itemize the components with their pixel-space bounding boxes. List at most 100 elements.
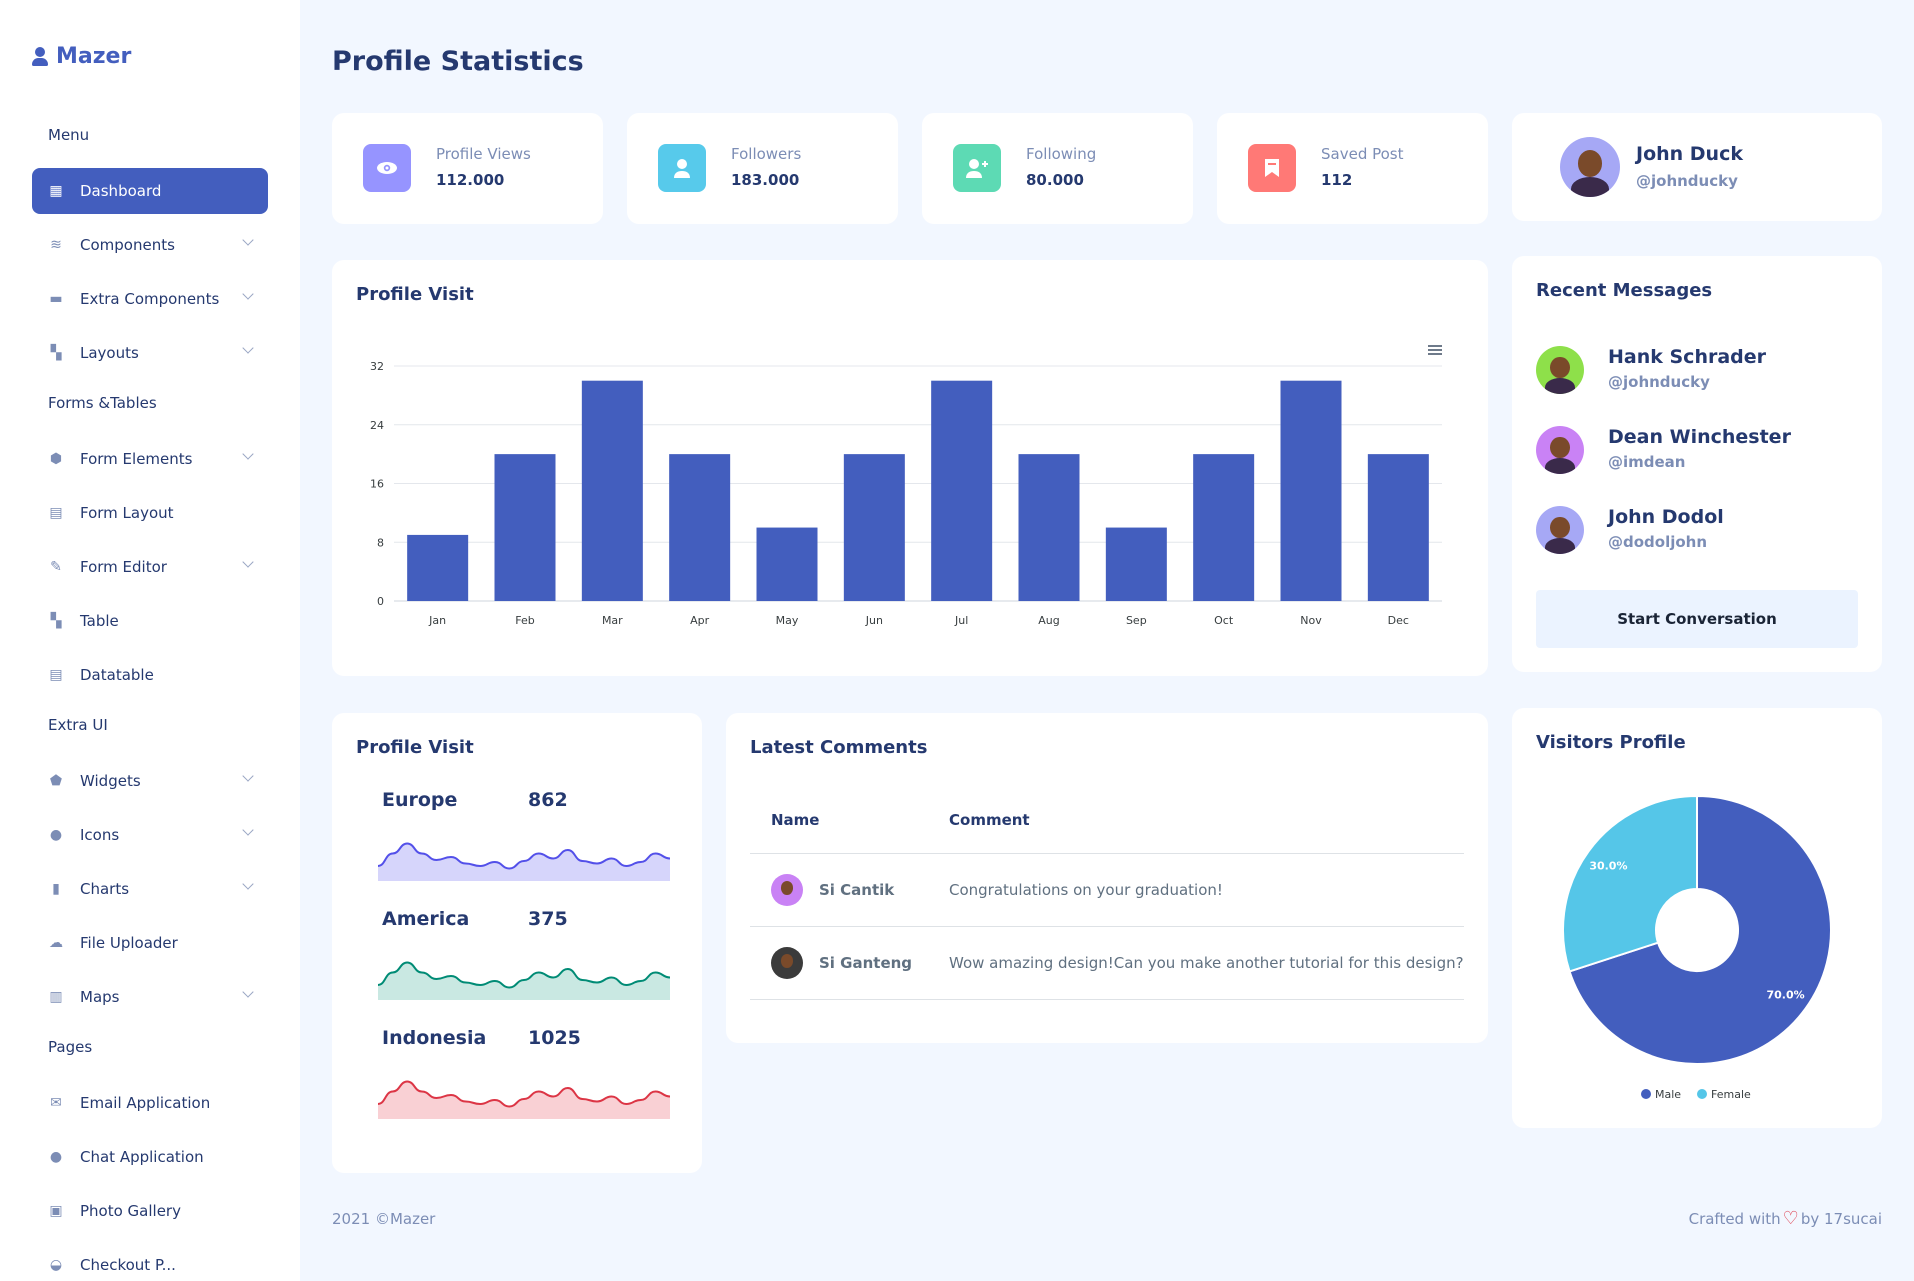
sidebar-item-checkout-p[interactable]: ◒ Checkout P...	[32, 1242, 268, 1281]
chevron-down-icon[interactable]	[242, 878, 254, 890]
list-item[interactable]: Hank Schrader @johnducky	[1512, 346, 1882, 410]
pie-slice-female[interactable]	[1562, 794, 1698, 973]
card-title: Visitors Profile	[1536, 732, 1686, 753]
bar[interactable]	[931, 380, 993, 601]
legend-label[interactable]: Male	[1655, 1088, 1681, 1101]
x-tick-label: Jan	[428, 614, 446, 627]
stat-value: 183.000	[731, 171, 800, 189]
sidebar-item-table[interactable]: ▚ Table	[32, 598, 268, 644]
chevron-down-icon[interactable]	[242, 824, 254, 836]
bar[interactable]	[1193, 454, 1255, 601]
sidebar-item-label: Charts	[80, 880, 130, 898]
bookmark-icon	[1248, 144, 1296, 192]
sidebar-section-title: Forms &Tables	[48, 394, 157, 412]
hamburger-middle-line	[1428, 349, 1442, 351]
sidebar-item-label: Widgets	[80, 772, 141, 790]
table-header-row: Name Comment	[750, 787, 1464, 854]
sidebar-item-widgets[interactable]: ⬟ Widgets	[32, 758, 268, 804]
sparkline-area	[378, 843, 670, 881]
sidebar-item-form-layout[interactable]: ▤ Form Layout	[32, 490, 268, 536]
x-tick-label: May	[776, 614, 799, 627]
card-title: Latest Comments	[750, 737, 928, 758]
sidebar-section-title: Extra UI	[48, 716, 108, 734]
sidebar-item-file-uploader[interactable]: ☁ File Uploader	[32, 920, 268, 966]
bar[interactable]	[494, 454, 556, 601]
sidebar-item-components[interactable]: ≋ Components	[32, 222, 268, 268]
pie-chart: 70.0% 30.0% Male Female	[1562, 794, 1832, 1101]
image-icon: ▣	[49, 1203, 63, 1219]
y-tick-label: 16	[370, 478, 384, 491]
sidebar-item-layouts[interactable]: ▚ Layouts	[32, 330, 268, 376]
sparkline-area	[378, 962, 670, 1000]
sidebar-item-label: Datatable	[80, 666, 154, 684]
chevron-down-icon[interactable]	[242, 770, 254, 782]
legend-marker	[1641, 1089, 1651, 1099]
bar[interactable]	[1018, 454, 1080, 601]
comment-author[interactable]: Si Ganteng	[771, 946, 928, 979]
bar[interactable]	[756, 527, 818, 601]
sidebar-item-charts[interactable]: ▮ Charts	[32, 866, 268, 912]
message-sender-handle: @johnducky	[1608, 373, 1710, 391]
sidebar-item-label: Email Application	[80, 1094, 211, 1112]
bar[interactable]	[407, 534, 469, 601]
sidebar: Mazer Menu ▦ Dashboard ≋ Components ▬ Ex…	[0, 0, 300, 1281]
table-icon: ▚	[50, 613, 62, 629]
sidebar-item-form-elements[interactable]: ⬢ Form Elements	[32, 436, 268, 482]
bar[interactable]	[843, 454, 905, 601]
profile-card: John Duck @johnducky	[1512, 113, 1882, 221]
brand-logo[interactable]: Mazer	[32, 44, 131, 69]
avatar-face	[780, 953, 794, 968]
egg-icon: ●	[49, 827, 63, 843]
sidebar-item-label: File Uploader	[80, 934, 178, 952]
bar-chart-icon: ▮	[52, 881, 60, 897]
chevron-down-icon[interactable]	[242, 556, 254, 568]
brand-name: Mazer	[56, 44, 132, 69]
chevron-down-icon[interactable]	[242, 288, 254, 300]
list-item[interactable]: John Dodol @dodoljohn	[1512, 506, 1882, 570]
message-sender-handle: @dodoljohn	[1608, 533, 1708, 551]
sidebar-item-form-editor[interactable]: ✎ Form Editor	[32, 544, 268, 590]
y-tick-label: 8	[377, 536, 384, 549]
file-text-icon: ▤	[49, 505, 63, 521]
stack-icon: ≋	[50, 237, 62, 253]
y-tick-label: 24	[370, 419, 384, 432]
stat-label: Followers	[731, 145, 802, 163]
stat-value: 112.000	[436, 171, 505, 189]
bar[interactable]	[1367, 454, 1429, 601]
region-sparkline	[378, 842, 670, 881]
sidebar-item-chat-application[interactable]: ● Chat Application	[32, 1134, 268, 1180]
start-conversation-button[interactable]: Start Conversation	[1536, 590, 1858, 648]
sidebar-item-extra-components[interactable]: ▬ Extra Components	[32, 276, 268, 322]
chevron-down-icon[interactable]	[242, 986, 254, 998]
sidebar-item-label: Form Layout	[80, 504, 174, 522]
sidebar-item-datatable[interactable]: ▤ Datatable	[32, 652, 268, 698]
sidebar-item-maps[interactable]: ▥ Maps	[32, 974, 268, 1020]
bar[interactable]	[1105, 527, 1167, 601]
comment-avatar	[771, 873, 803, 906]
sidebar-item-email-application[interactable]: ✉ Email Application	[32, 1080, 268, 1126]
stat-label: Following	[1026, 145, 1097, 163]
comment-author-name: Si Ganteng	[819, 953, 913, 972]
chevron-down-icon[interactable]	[242, 342, 254, 354]
sidebar-item-photo-gallery[interactable]: ▣ Photo Gallery	[32, 1188, 268, 1234]
heart-icon: ♡	[1782, 1208, 1799, 1229]
legend-label[interactable]: Female	[1711, 1088, 1751, 1101]
sidebar-item-icons[interactable]: ● Icons	[32, 812, 268, 858]
footer-credits: Crafted with ♡ by 17sucai	[1689, 1208, 1882, 1229]
chevron-down-icon[interactable]	[242, 448, 254, 460]
bar[interactable]	[581, 380, 643, 601]
comment-author[interactable]: Si Cantik	[771, 873, 928, 906]
bar[interactable]	[1280, 380, 1342, 601]
sidebar-item-dashboard[interactable]: ▦ Dashboard	[32, 168, 268, 214]
chevron-down-icon[interactable]	[242, 234, 254, 246]
footer-author[interactable]: by 17sucai	[1800, 1210, 1882, 1228]
visitors-profile-card: Visitors Profile 70.0% 30.0% Male Female	[1512, 708, 1882, 1128]
profile-avatar[interactable]	[1560, 137, 1620, 197]
message-avatar	[1536, 506, 1584, 554]
list-item[interactable]: Dean Winchester @imdean	[1512, 426, 1882, 490]
bar[interactable]	[669, 454, 731, 601]
region-row: Indonesia 1025	[332, 1027, 702, 1137]
pie-slice-male[interactable]	[1568, 794, 1832, 1065]
region-sparkline	[378, 961, 670, 1000]
hamburger-icon[interactable]	[1428, 345, 1442, 355]
